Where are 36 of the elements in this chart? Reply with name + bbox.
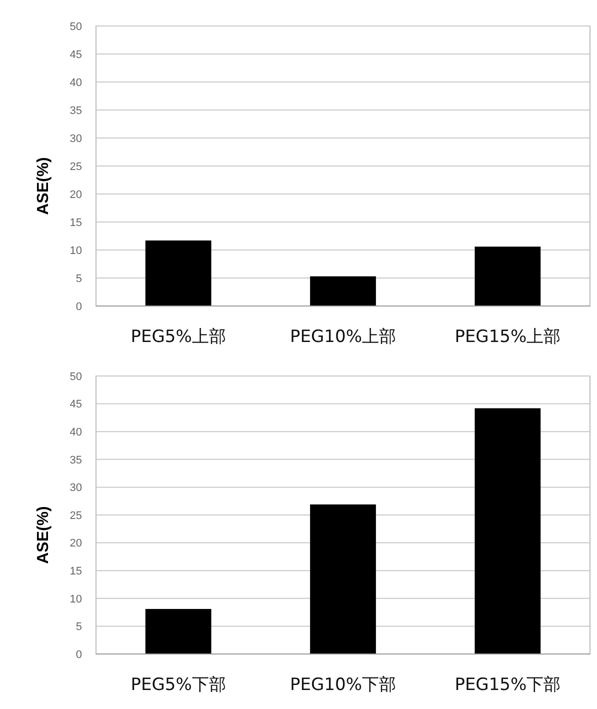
bar [474, 408, 541, 654]
y-tick-label: 25 [70, 510, 82, 522]
y-tick-label: 50 [70, 20, 82, 33]
y-tick-label: 5 [76, 621, 82, 634]
y-tick-label: 40 [70, 426, 82, 438]
x-tick-label: PEG10%上部 [290, 327, 396, 347]
y-tick-label: 35 [70, 104, 82, 117]
y-tick-label: 15 [70, 216, 82, 229]
x-tick-label: PEG10%下部 [290, 675, 396, 695]
x-tick-label: PEG15%上部 [454, 327, 561, 347]
y-axis-title: ASE(%) [35, 157, 52, 215]
y-tick-label: 50 [70, 370, 82, 383]
y-tick-label: 25 [70, 160, 82, 173]
x-tick-label: PEG15%下部 [454, 675, 561, 695]
y-tick-label: 10 [70, 593, 82, 606]
y-tick-label: 15 [70, 565, 82, 578]
y-tick-label: 45 [70, 48, 82, 61]
y-tick-label: 30 [70, 482, 82, 494]
y-tick-label: 30 [70, 132, 82, 145]
bar [310, 504, 376, 654]
y-axis-title: ASE(%) [35, 506, 52, 564]
x-tick-label: PEG5%下部 [130, 675, 226, 695]
y-tick-label: 20 [70, 188, 82, 201]
y-tick-label: 20 [70, 538, 82, 550]
y-tick-label: 0 [76, 648, 82, 661]
y-tick-label: 5 [76, 272, 82, 285]
x-tick-label: PEG5%上部 [130, 327, 226, 347]
y-tick-label: 40 [70, 76, 82, 89]
y-tick-label: 35 [70, 454, 82, 466]
bar [145, 608, 212, 654]
y-tick-label: 45 [70, 398, 82, 411]
y-tick-label: 10 [70, 244, 82, 257]
bar [474, 246, 541, 306]
bar [310, 276, 376, 306]
bar [145, 240, 212, 306]
y-tick-label: 0 [76, 300, 82, 313]
